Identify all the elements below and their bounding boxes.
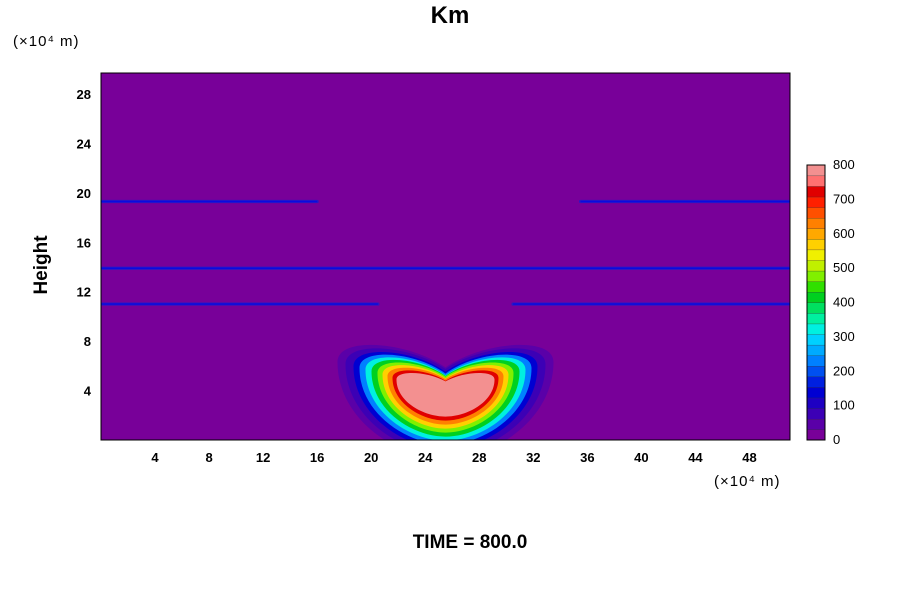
contour-level <box>400 374 491 414</box>
y-tick-labels: 4 8 12 16 20 24 28 <box>77 87 92 399</box>
colorbar-swatch <box>806 334 826 346</box>
colorbar-tick-label: 400 <box>833 295 855 310</box>
colorbar-tick-label: 600 <box>833 226 855 241</box>
colorbar-swatch <box>806 429 826 441</box>
x-tick-label: 48 <box>742 450 756 465</box>
x-tick-label: 24 <box>418 450 433 465</box>
x-tick-label: 32 <box>526 450 540 465</box>
x-tick-label: 36 <box>580 450 594 465</box>
colorbar-swatch <box>806 175 826 187</box>
x-tick-label: 28 <box>472 450 486 465</box>
colorbar-swatch <box>806 270 826 282</box>
colorbar-swatch <box>806 397 826 409</box>
x-tick-label: 4 <box>151 450 159 465</box>
colorbar-swatch <box>806 408 826 420</box>
x-tick-label: 20 <box>364 450 378 465</box>
colorbar-tick-label: 500 <box>833 260 855 275</box>
colorbar-swatch <box>806 418 826 430</box>
y-axis-unit: (×10⁴ m) <box>13 33 80 50</box>
colorbar-swatch <box>806 196 826 208</box>
colorbar-swatch <box>806 164 826 177</box>
colorbar-tick-label: 300 <box>833 329 855 344</box>
colorbar-frame <box>806 164 826 441</box>
colorbar-swatch <box>806 186 826 198</box>
colorbar: 0 100 200 300 400 500 600 700 800 <box>806 157 855 447</box>
colorbar-swatch <box>806 386 826 399</box>
y-tick-label: 16 <box>77 235 91 250</box>
colorbar-swatch <box>806 207 826 219</box>
colorbar-swatch <box>806 291 826 303</box>
colorbar-swatch <box>806 355 826 367</box>
y-tick-label: 12 <box>77 285 91 300</box>
colorbar-swatch <box>806 323 826 335</box>
plot-frame <box>100 72 791 441</box>
plot-clip-group <box>101 73 790 440</box>
x-tick-label: 8 <box>205 450 212 465</box>
y-tick-label: 8 <box>84 334 91 349</box>
y-tick-label: 20 <box>77 186 91 201</box>
x-tick-label: 16 <box>310 450 324 465</box>
y-tick-label: 4 <box>84 384 92 399</box>
colorbar-swatch <box>806 376 826 388</box>
y-tick-label: 28 <box>77 87 91 102</box>
colorbar-swatch <box>806 217 826 229</box>
x-tick-labels: 4 8 12 16 20 24 28 32 36 40 44 48 <box>151 450 756 465</box>
colorbar-swatch <box>806 312 826 325</box>
colorbar-swatch <box>806 302 826 314</box>
x-tick-label: 12 <box>256 450 270 465</box>
x-tick-label: 40 <box>634 450 648 465</box>
plot-area <box>100 72 791 441</box>
colorbar-swatch <box>806 228 826 240</box>
colorbar-tick-label: 0 <box>833 432 840 447</box>
y-tick-label: 24 <box>77 136 92 151</box>
x-tick-label: 44 <box>688 450 703 465</box>
chart-title: Km <box>430 2 470 29</box>
x-axis-unit: (×10⁴ m) <box>714 473 781 490</box>
colorbar-tick-label: 800 <box>833 157 855 172</box>
colorbar-swatch <box>806 249 826 261</box>
colorbar-swatch <box>806 238 826 251</box>
colorbar-swatch <box>806 281 826 293</box>
colorbar-tick-label: 200 <box>833 363 855 378</box>
colorbar-swatch <box>806 344 826 356</box>
time-annotation: TIME = 800.0 <box>412 532 528 553</box>
colorbar-swatch <box>806 365 826 377</box>
colorbar-tick-label: 700 <box>833 191 855 206</box>
colorbar-swatch <box>806 260 826 272</box>
colorbar-tick-label: 100 <box>833 398 855 413</box>
